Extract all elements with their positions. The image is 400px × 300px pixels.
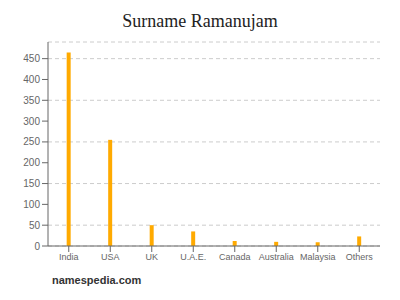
svg-text:U.A.E.: U.A.E.	[180, 252, 206, 262]
svg-text:250: 250	[23, 136, 40, 147]
svg-text:Canada: Canada	[219, 252, 251, 262]
svg-text:300: 300	[23, 116, 40, 127]
svg-text:Others: Others	[346, 252, 374, 262]
svg-text:India: India	[59, 252, 79, 262]
svg-text:UK: UK	[145, 252, 158, 262]
svg-text:450: 450	[23, 53, 40, 64]
svg-text:200: 200	[23, 157, 40, 168]
svg-text:Malaysia: Malaysia	[300, 252, 336, 262]
svg-text:50: 50	[29, 220, 41, 231]
html-text:namespedia.com: namespedia.com	[52, 274, 142, 286]
svg-text:0: 0	[34, 241, 40, 252]
svg-text:Australia: Australia	[259, 252, 294, 262]
svg-text:150: 150	[23, 178, 40, 189]
svg-text:100: 100	[23, 199, 40, 210]
svg-text:400: 400	[23, 74, 40, 85]
svg-text:USA: USA	[101, 252, 120, 262]
html-text:Surname Ramanujam: Surname Ramanujam	[122, 11, 278, 31]
svg-text:350: 350	[23, 95, 40, 106]
